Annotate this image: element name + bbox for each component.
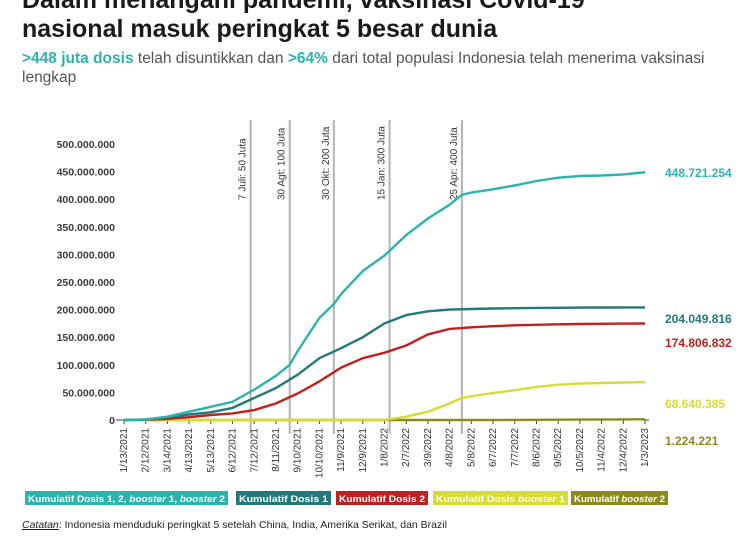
series-end-label: 68.640.385	[665, 397, 725, 411]
x-tick-label: 10/10/2021	[314, 428, 325, 478]
footnote: Catatan: Indonesia menduduki peringkat 5…	[22, 519, 447, 531]
x-tick-label: 12/4/2022	[618, 428, 629, 473]
y-tick-label: 350.000.000	[57, 222, 116, 234]
legend-label: Kumulatif Dosis 1	[239, 494, 328, 504]
series-end-label: 174.806.832	[665, 336, 732, 350]
x-tick-label: 9/5/2022	[553, 428, 564, 467]
x-tick-label: 4/8/2022	[445, 428, 456, 467]
y-tick-label: 150.000.000	[57, 332, 116, 344]
subtitle-text-2: dari total populasi Indonesia telah mene…	[22, 50, 705, 86]
milestone-label: 25 Apr: 400 Juta	[449, 127, 460, 200]
x-tick-label: 9/10/2021	[293, 428, 304, 473]
title-line-1: Dalam menangani pandemi, vaksinasi Covid…	[22, 0, 585, 14]
chart-subtitle: >448 juta dosis telah disuntikkan dan >6…	[22, 49, 722, 87]
title-line-2: nasional masuk peringkat 5 besar dunia	[22, 15, 498, 43]
x-tick-label: 1/3/2023	[640, 428, 651, 467]
milestone-label: 30 Okt: 200 Juta	[321, 126, 332, 200]
subtitle-highlight-doses: >448 juta dosis	[22, 50, 134, 67]
series-end-label: 448.721.254	[665, 166, 732, 180]
legend-label: Kumulatif booster 2	[574, 494, 665, 504]
footnote-text: : Indonesia menduduki peringkat 5 setela…	[58, 519, 447, 531]
y-tick-label: 450.000.000	[57, 167, 116, 179]
legend-swatch	[433, 491, 568, 505]
x-tick-label: 4/13/2021	[184, 428, 195, 473]
y-tick-label: 100.000.000	[57, 360, 116, 372]
x-tick-label: 2/12/2021	[141, 428, 152, 473]
legend-label: Kumulatif Dosis 1, 2, booster 1, booster…	[28, 494, 225, 504]
subtitle-text-1: telah disuntikkan dan	[133, 50, 288, 67]
y-tick-label: 250.000.000	[57, 277, 116, 289]
y-tick-label: 50.000.000	[62, 387, 115, 399]
milestone-label: 15 Jan: 300 Juta	[377, 126, 388, 200]
series-line	[123, 171, 646, 422]
x-tick-label: 12/9/2021	[358, 428, 369, 473]
x-tick-label: 11/9/2021	[336, 428, 347, 472]
x-tick-label: 5/13/2021	[206, 428, 217, 473]
x-tick-label: 10/5/2022	[575, 428, 586, 473]
series-line	[124, 380, 646, 422]
y-tick-label: 200.000.000	[57, 305, 116, 317]
x-tick-label: 6/12/2021	[228, 428, 239, 473]
x-tick-label: 11/4/2022	[597, 428, 608, 472]
series-end-label: 204.049.816	[665, 312, 732, 326]
x-tick-label: 8/11/2021	[271, 428, 282, 472]
x-tick-label: 7/12/2021	[249, 428, 260, 473]
y-tick-label: 0	[109, 415, 115, 427]
legend-label: Kumulatif Dosis booster 1	[436, 494, 565, 504]
x-tick-label: 3/9/2022	[423, 428, 434, 467]
legend-swatch	[336, 491, 428, 505]
x-tick-label: 5/8/2022	[466, 428, 477, 467]
legend-swatch	[236, 491, 331, 505]
footnote-label: Catatan	[22, 519, 59, 531]
legend-label: Kumulatif Dosis 2	[339, 494, 425, 504]
x-tick-label: 1/13/2021	[119, 428, 130, 473]
series-end-label: 1.224.221	[665, 434, 719, 448]
x-tick-label: 2/7/2022	[401, 428, 412, 467]
legend-swatch	[25, 491, 228, 505]
x-tick-label: 7/7/2022	[510, 428, 521, 467]
series-line	[123, 306, 645, 422]
y-tick-label: 300.000.000	[57, 249, 116, 261]
x-tick-label: 1/8/2022	[380, 428, 391, 467]
legend-swatch	[571, 491, 668, 505]
y-tick-label: 500.000.000	[57, 139, 116, 151]
series-line	[123, 322, 646, 422]
milestone-label: 7 Juli: 50 Juta	[238, 138, 249, 200]
subtitle-highlight-percent: >64%	[287, 50, 328, 67]
x-tick-label: 8/6/2022	[531, 428, 542, 467]
chart-title: Dalam menangani pandemi, vaksinasi Covid…	[22, 0, 585, 44]
milestone-label: 30 Agt: 100 Juta	[277, 127, 288, 200]
x-tick-label: 6/7/2022	[488, 428, 499, 467]
x-tick-label: 3/14/2021	[162, 428, 173, 473]
y-tick-label: 400.000.000	[57, 194, 116, 206]
